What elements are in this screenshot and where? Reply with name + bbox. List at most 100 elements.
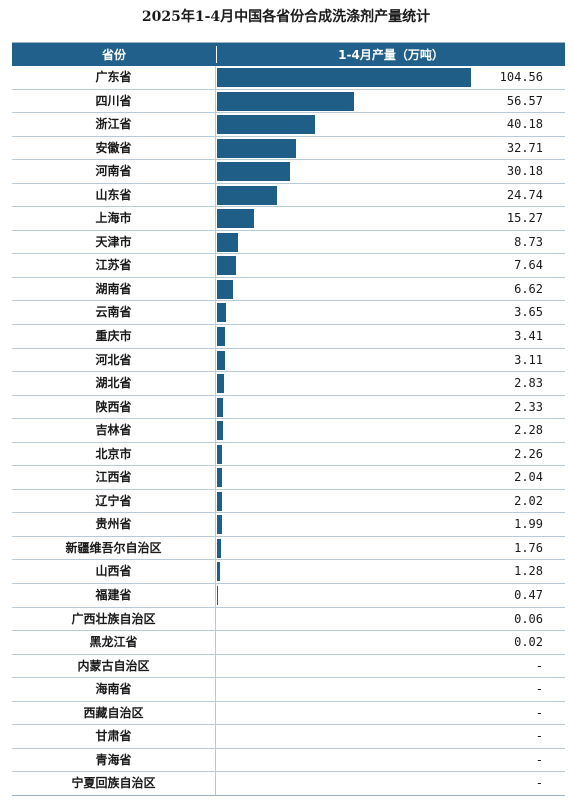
table-row: 江苏省 7.64 — [12, 254, 565, 278]
bar — [217, 468, 222, 488]
category-label: 江西省 — [12, 466, 216, 489]
header-output: 1-4月产量（万吨） — [338, 48, 444, 62]
bar-cell: 2.02 — [216, 490, 565, 513]
value-label: 2.26 — [514, 446, 543, 461]
value-label: 0.02 — [514, 635, 543, 650]
table-row: 云南省 3.65 — [12, 301, 565, 326]
category-label: 云南省 — [12, 301, 216, 325]
value-label: 1.99 — [514, 517, 543, 532]
value-label: - — [535, 776, 543, 791]
bar-cell: 3.65 — [216, 301, 565, 324]
table-row: 新疆维吾尔自治区 1.76 — [12, 536, 565, 561]
bar-cell: 3.41 — [216, 325, 565, 348]
bar-table: 省份 1-4月产量（万吨） 广东省 104.56 四川省 56.57 浙江省 40.18 安… — [12, 42, 565, 796]
category-label: 河南省 — [12, 160, 216, 183]
value-label: - — [535, 682, 543, 697]
category-label: 辽宁省 — [12, 489, 216, 513]
table-row: 陕西省 2.33 — [12, 395, 565, 420]
value-label: 3.11 — [514, 352, 543, 367]
bar — [217, 515, 222, 535]
value-label: 104.56 — [499, 70, 543, 84]
value-label: 56.57 — [506, 93, 543, 108]
table-row: 广东省 104.56 — [12, 66, 565, 90]
bar — [217, 350, 225, 370]
category-label: 江苏省 — [12, 254, 216, 277]
value-label: 2.02 — [514, 493, 543, 508]
bar — [217, 209, 255, 229]
bar — [217, 91, 355, 111]
bar — [217, 115, 315, 135]
value-label: 1.76 — [514, 540, 543, 555]
category-label: 上海市 — [12, 207, 216, 230]
value-label: - — [535, 658, 543, 673]
table-row: 黑龙江省 0.02 — [12, 631, 565, 655]
category-label: 广东省 — [12, 66, 216, 89]
category-label: 湖北省 — [12, 372, 216, 395]
bar — [217, 538, 222, 558]
table-row: 湖南省 6.62 — [12, 277, 565, 302]
table-row: 青海省 - — [12, 748, 565, 773]
bar-cell: 0.47 — [216, 584, 565, 607]
category-label: 广西壮族自治区 — [12, 607, 216, 631]
category-label: 青海省 — [12, 748, 216, 772]
value-label: 40.18 — [506, 117, 543, 132]
bar — [217, 444, 223, 464]
bar-cell: - — [216, 725, 565, 748]
bar-cell: 8.73 — [216, 231, 565, 254]
category-label: 西藏自治区 — [12, 701, 216, 725]
category-label: 浙江省 — [12, 113, 216, 136]
table-row: 北京市 2.26 — [12, 442, 565, 467]
category-label: 内蒙古自治区 — [12, 654, 216, 678]
category-label: 海南省 — [12, 678, 216, 701]
table-row: 湖北省 2.83 — [12, 372, 565, 396]
table-row: 吉林省 2.28 — [12, 419, 565, 443]
value-label: 2.83 — [514, 376, 543, 391]
bar-cell: 2.83 — [216, 372, 565, 395]
category-label: 北京市 — [12, 442, 216, 466]
value-label: 3.41 — [514, 329, 543, 344]
bar-cell: 0.06 — [216, 608, 565, 631]
bar-cell: 7.64 — [216, 254, 565, 277]
bar — [217, 397, 223, 417]
table-row: 宁夏回族自治区 - — [12, 772, 565, 796]
table-row: 西藏自治区 - — [12, 701, 565, 726]
bar-cell: 24.74 — [216, 184, 565, 207]
category-label: 天津市 — [12, 230, 216, 254]
table-row: 浙江省 40.18 — [12, 113, 565, 137]
bar — [217, 491, 222, 511]
value-label: 2.33 — [514, 399, 543, 414]
value-label: 30.18 — [506, 164, 543, 179]
value-label: - — [535, 729, 543, 744]
table-row: 安徽省 32.71 — [12, 136, 565, 161]
bar-cell: 1.28 — [216, 560, 565, 583]
value-label: - — [535, 705, 543, 720]
table-row: 重庆市 3.41 — [12, 325, 565, 349]
table-row: 贵州省 1.99 — [12, 513, 565, 537]
bar — [217, 279, 234, 299]
table-body: 广东省 104.56 四川省 56.57 浙江省 40.18 安徽省 32.71 河南省 30.1… — [12, 66, 565, 796]
bar-cell: 56.57 — [216, 90, 565, 113]
value-label: 15.27 — [506, 211, 543, 226]
category-label: 吉林省 — [12, 419, 216, 442]
category-label: 四川省 — [12, 89, 216, 113]
table-row: 河北省 3.11 — [12, 348, 565, 373]
category-label: 湖南省 — [12, 277, 216, 301]
table-row: 福建省 0.47 — [12, 584, 565, 608]
table-row: 四川省 56.57 — [12, 89, 565, 114]
value-label: 0.47 — [514, 588, 543, 603]
table-row: 甘肃省 - — [12, 725, 565, 749]
bar — [217, 562, 221, 582]
category-label: 甘肃省 — [12, 725, 216, 748]
value-label: 1.28 — [514, 564, 543, 579]
category-label: 宁夏回族自治区 — [12, 772, 216, 795]
bar-cell: 104.56 — [216, 66, 565, 89]
table-row: 天津市 8.73 — [12, 230, 565, 255]
category-label: 安徽省 — [12, 136, 216, 160]
bar-cell: 32.71 — [216, 137, 565, 160]
table-row: 广西壮族自治区 0.06 — [12, 607, 565, 632]
bar-cell: 1.99 — [216, 513, 565, 536]
category-label: 新疆维吾尔自治区 — [12, 536, 216, 560]
bar — [217, 185, 278, 205]
bar — [217, 162, 291, 182]
bar — [217, 256, 236, 276]
